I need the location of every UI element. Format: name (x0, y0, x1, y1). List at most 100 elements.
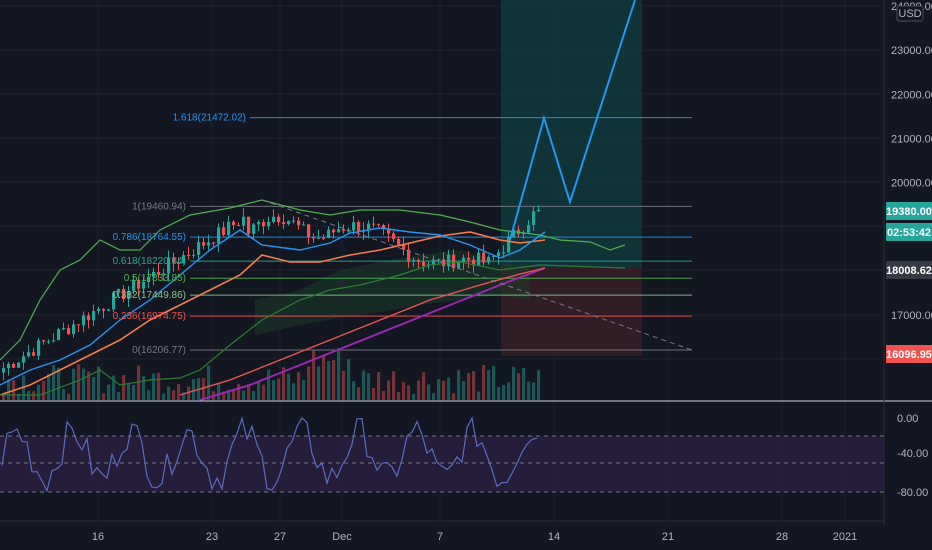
volume-bar (327, 361, 331, 400)
candle-body (107, 309, 111, 311)
candle-body (92, 310, 96, 321)
price-axis-tick: 17000.00 (891, 310, 932, 322)
volume-bar (77, 364, 81, 400)
candle-body (82, 315, 86, 326)
candle-body (77, 324, 81, 326)
candle-body (42, 340, 46, 342)
price-tag-label: 19380.00 (886, 206, 932, 218)
volume-bar (372, 387, 376, 400)
candle-body (242, 216, 246, 226)
candle-body (507, 236, 511, 253)
candle-body (112, 292, 116, 310)
date-axis-tick: 21 (662, 531, 674, 543)
candle-body (342, 229, 346, 231)
candle-body (442, 259, 446, 267)
projection-path (509, 0, 636, 241)
candle-body (2, 368, 6, 373)
candle-body (172, 257, 176, 263)
candle-body (387, 228, 391, 234)
candle-body (527, 225, 531, 233)
candle-body (412, 259, 416, 262)
volume-bar (512, 366, 516, 400)
ma-dark-green-line (0, 261, 626, 396)
volume-bar (162, 393, 166, 400)
volume-bar (202, 378, 206, 400)
candle-body (147, 276, 151, 282)
candle-body (152, 271, 156, 277)
volume-bar (142, 376, 146, 400)
fib-level-label: 1.618(21472.02) (173, 113, 246, 124)
candle-body (467, 257, 471, 260)
date-axis-tick: Dec (332, 531, 352, 543)
price-tag: 02:53:42 (886, 223, 932, 241)
volume-bar (347, 359, 351, 400)
volume-bar (137, 365, 141, 400)
volume-bar (37, 384, 41, 400)
candle-body (332, 229, 336, 233)
volume-bar (2, 393, 6, 400)
volume-bar (432, 393, 436, 400)
candle-body (52, 340, 56, 342)
volume-bar (47, 373, 51, 400)
fib-level-label: 0(16206.77) (132, 345, 186, 356)
candle-body (217, 227, 221, 244)
price-tag: 16096.95 (886, 345, 932, 363)
price-axis-tick: 23000.00 (891, 45, 932, 57)
candle-body (472, 259, 476, 266)
candle-body (277, 216, 281, 223)
price-tag-label: 18008.62 (886, 265, 932, 277)
candle-body (137, 279, 141, 289)
candle-body (202, 242, 206, 246)
candle-body (457, 261, 461, 269)
candle-body (127, 290, 131, 300)
candle-body (462, 257, 466, 262)
volume-bar (532, 382, 536, 400)
candle-body (67, 328, 71, 334)
oscillator-band (0, 436, 884, 492)
oscillator-axis-tick: -80.00 (897, 487, 928, 499)
fib-level-label: 0.236(16974.75) (113, 311, 186, 322)
candle-body (212, 242, 216, 244)
volume-bar (457, 370, 461, 400)
candle-body (232, 221, 236, 226)
candle-body (162, 273, 166, 275)
price-axis-tick: 21000.00 (891, 133, 932, 145)
volume-bar (472, 371, 476, 400)
candle-body (352, 222, 356, 231)
svg-text:USD: USD (898, 8, 921, 20)
oscillator-line (1, 416, 538, 493)
candle-body (267, 221, 271, 227)
candle-body (182, 255, 186, 264)
candle-body (382, 224, 386, 229)
candle-body (12, 363, 16, 368)
fib-level-label: 0.618(18220.34) (113, 256, 186, 267)
fib-level-label: 0.5(17833.85) (124, 273, 186, 284)
currency-badge[interactable]: USD (896, 5, 924, 22)
volume-bar (497, 387, 501, 400)
candle-body (27, 352, 31, 357)
date-axis-tick: 28 (776, 531, 788, 543)
volume-bar (427, 384, 431, 400)
candle-body (372, 223, 376, 225)
volume-bar (227, 389, 231, 400)
volume-bar (147, 389, 151, 400)
volume-bar (422, 372, 426, 400)
candle-body (122, 289, 126, 300)
volume-bar (447, 377, 451, 400)
candle-body (447, 254, 451, 267)
trend-dashed-line (261, 199, 693, 351)
candle-body (337, 229, 341, 233)
volume-bar (237, 384, 241, 400)
candle-body (187, 255, 191, 257)
candle-body (402, 244, 406, 250)
volume-bar (92, 376, 96, 400)
volume-bar (57, 367, 61, 400)
ma-orange-line (0, 231, 546, 396)
volume-bar (407, 385, 411, 400)
date-axis-tick: 14 (548, 531, 560, 543)
ma-green-line (0, 199, 626, 361)
volume-bar (322, 355, 326, 400)
candle-body (397, 238, 401, 245)
candle-body (292, 220, 296, 222)
